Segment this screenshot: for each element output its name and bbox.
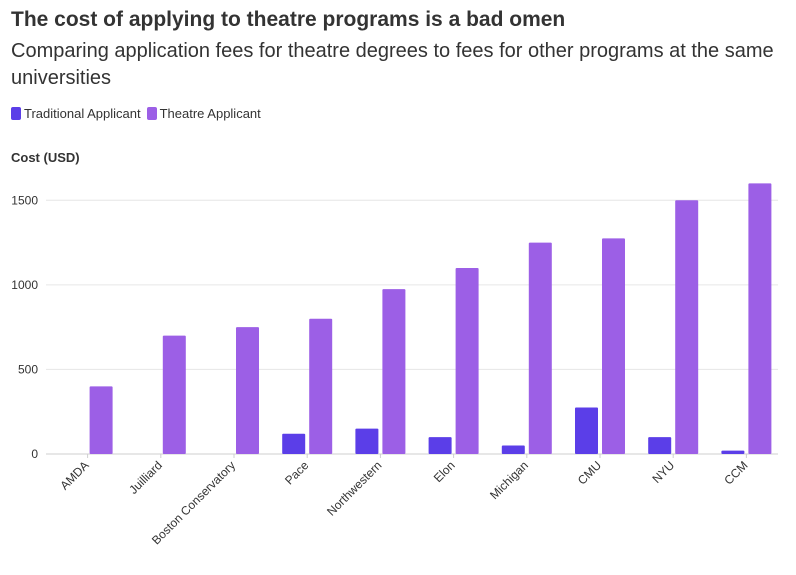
bar-theatre (89, 386, 113, 454)
bar-theatre (382, 289, 406, 454)
x-tick-label: CMU (575, 458, 604, 487)
bar-traditional (648, 437, 672, 454)
bar-traditional (721, 450, 745, 454)
chart-title: The cost of applying to theatre programs… (11, 8, 566, 31)
legend-swatch-traditional (11, 107, 21, 120)
legend-item-theatre[interactable]: Theatre Applicant (146, 106, 261, 121)
y-tick-label: 1500 (11, 193, 38, 207)
bar-traditional (282, 433, 306, 454)
bar-theatre (675, 200, 699, 454)
x-tick-label: CCM (721, 458, 750, 487)
legend-item-traditional[interactable]: Traditional Applicant (11, 106, 141, 121)
bar-theatre (236, 327, 259, 454)
x-tick-label: Michigan (487, 458, 531, 502)
bar-traditional (355, 428, 379, 454)
y-axis-label: Cost (USD) (11, 150, 80, 165)
bar-theatre (602, 238, 625, 454)
x-tick-label: AMDA (57, 458, 91, 492)
x-tick-label: Juilliard (126, 458, 165, 497)
bar-traditional (575, 407, 598, 454)
x-tick-label: Northwestern (324, 458, 384, 518)
x-tick-label: NYU (650, 458, 678, 486)
legend-label-traditional: Traditional Applicant (24, 106, 141, 121)
bar-theatre (162, 335, 186, 454)
bar-traditional (428, 437, 452, 454)
y-tick-label: 0 (31, 447, 38, 461)
legend-label-theatre: Theatre Applicant (159, 106, 261, 121)
bar-theatre (309, 318, 333, 454)
x-tick-label: Pace (282, 458, 311, 487)
y-tick-label: 1000 (11, 278, 38, 292)
y-tick-label: 500 (18, 362, 38, 376)
bar-theatre (748, 183, 772, 454)
bar-theatre (455, 267, 479, 454)
legend-swatch-theatre (146, 107, 157, 120)
x-tick-label: Elon (431, 458, 458, 485)
chart-subtitle: Comparing application fees for theatre d… (11, 40, 774, 89)
legend: Traditional Applicant Theatre Applicant (11, 106, 267, 121)
bar-traditional (501, 445, 525, 454)
x-tick-label: Boston Conservatory (149, 458, 238, 547)
bar-theatre (528, 242, 552, 454)
